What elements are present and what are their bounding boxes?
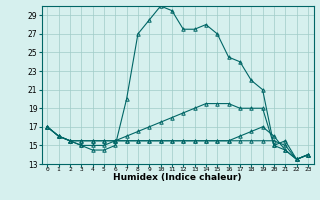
X-axis label: Humidex (Indice chaleur): Humidex (Indice chaleur) [113,173,242,182]
